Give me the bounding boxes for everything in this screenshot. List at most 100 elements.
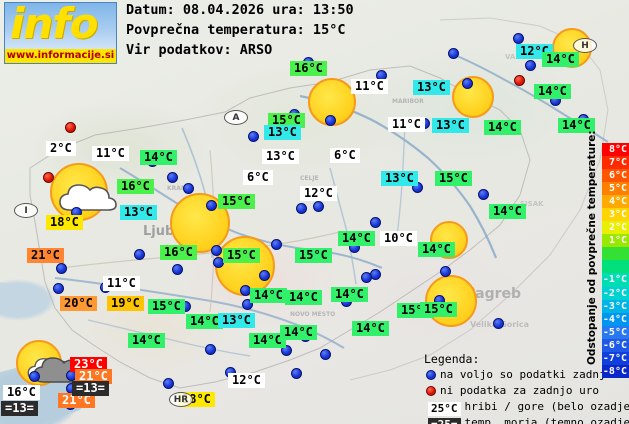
station-dot-available[interactable] [361,272,372,283]
station-dot-available[interactable] [205,344,216,355]
station-dot-available[interactable] [271,239,282,250]
station-dot-available[interactable] [478,189,489,200]
temperature-label: 13°C [120,205,157,220]
station-dot-available[interactable] [29,371,40,382]
legend-mountain-text: hribi / gore (belo ozadje) [464,400,629,413]
legend-title: Legenda: [424,352,480,366]
temperature-deviation-scale: Odstopanje od povprečne temperature: 8°C… [584,130,629,378]
mountain-temperature-label: 11°C [103,276,140,291]
station-dot-available[interactable] [462,78,473,89]
station-dot-available[interactable] [259,270,270,281]
station-dot-available[interactable] [448,48,459,59]
station-dot-available[interactable] [206,200,217,211]
temperature-label: 13°C [432,118,469,133]
station-dot-available[interactable] [296,203,307,214]
legend-sea-swatch: =25= [428,418,461,424]
temperature-label: 14°C [249,333,286,348]
red-dot-icon [426,386,436,396]
temperature-label: 15°C [268,113,305,128]
city-label: KRANJ [167,185,189,192]
scale-step: 8°C [602,143,629,157]
header-average-temperature: Povprečna temperatura: 15°C [126,22,346,38]
station-dot-available[interactable] [163,378,174,389]
country-marker-a: A [224,110,248,125]
station-dot-available[interactable] [167,172,178,183]
legend-row-mountains: 25°C hribi / gore (belo ozadje) [424,399,629,416]
station-dot-available[interactable] [172,264,183,275]
mountain-temperature-label: 10°C [380,231,417,246]
temperature-label: 21°C [27,248,64,263]
temperature-label: 16°C [117,179,154,194]
legend-sea-text: temp. morja (temno ozadje) [464,416,629,424]
temperature-label: 13°C [264,125,301,140]
legend-blue-text: na voljo so podatki zadnje ure [440,368,629,381]
temperature-label: 23°C [70,357,107,372]
temperature-label: 14°C [352,321,389,336]
station-dot-available[interactable] [53,283,64,294]
temperature-label: 15°C [295,248,332,263]
temperature-label: 18°C [46,215,83,230]
station-dot-no-data[interactable] [43,172,54,183]
scale-step: -1°C [602,273,629,287]
scale-step: 6°C [602,169,629,183]
scale-step: 2°C [602,221,629,235]
sun-icon [452,76,494,118]
station-dot-available[interactable] [211,245,222,256]
temperature-label: 13°C [381,171,418,186]
info-logo[interactable]: info www.informacije.si [4,1,117,64]
sea-temperature-label: =13= [1,401,38,416]
station-dot-available[interactable] [313,201,324,212]
mountain-temperature-label: 12°C [300,186,337,201]
temperature-label: 14°C [534,84,571,99]
station-dot-available[interactable] [56,263,67,274]
temperature-label: 15°C [218,194,255,209]
station-dot-available[interactable] [242,299,253,310]
mountain-temperature-label: 16°C [3,385,40,400]
scale-step [602,260,629,274]
station-dot-available[interactable] [370,217,381,228]
station-dot-no-data[interactable] [65,122,76,133]
station-dot-available[interactable] [320,349,331,360]
scale-axis-label: Odstopanje od povprečne temperature: [586,130,598,365]
temperature-label: 14°C [280,325,317,340]
temperature-label: 15°C [420,302,457,317]
station-dot-available[interactable] [525,60,536,71]
mountain-temperature-label: 6°C [330,148,360,163]
temperature-label: 14°C [489,204,526,219]
mountain-temperature-label: 11°C [92,146,129,161]
station-dot-available[interactable] [183,183,194,194]
mountain-temperature-label: 11°C [388,117,425,132]
scale-step: -4°C [602,312,629,326]
station-dot-available[interactable] [325,115,336,126]
scale-step: 7°C [602,156,629,170]
scale-step: 1°C [602,234,629,248]
mountain-temperature-label: 12°C [228,373,265,388]
scale-step: -7°C [602,351,629,365]
temperature-label: 14°C [331,287,368,302]
mountain-temperature-label: 13°C [262,149,299,164]
station-dot-available[interactable] [281,345,292,356]
temperature-label: 13°C [218,313,255,328]
temperature-label: 14°C [128,333,165,348]
station-dot-available[interactable] [134,249,145,260]
header-date-time: Datum: 08.04.2026 ura: 13:50 [126,2,354,18]
station-dot-available[interactable] [513,33,524,44]
temperature-label: 19°C [107,296,144,311]
legend-row-sea: =25=temp. morja (temno ozadje) [424,415,629,424]
station-dot-available[interactable] [493,318,504,329]
scale-step: 3°C [602,208,629,222]
temperature-label: 14°C [558,118,595,133]
station-dot-available[interactable] [440,266,451,277]
sea-temperature-label: =13= [72,381,109,396]
city-label: SISAK [520,200,544,208]
scale-color-bar: 8°C 7°C 6°C 5°C 4°C 3°C 2°C 1°C -1°C -2°C -3°C -4°C… [602,143,629,378]
station-dot-available[interactable] [291,368,302,379]
country-marker-i: I [14,203,38,218]
station-dot-available[interactable] [248,131,259,142]
scale-step: 5°C [602,182,629,196]
temperature-label: 14°C [140,150,177,165]
station-dot-no-data[interactable] [514,75,525,86]
temperature-label: 16°C [290,61,327,76]
legend: Legenda: na voljo so podatki zadnje ure … [424,352,629,424]
scale-step [602,247,629,261]
